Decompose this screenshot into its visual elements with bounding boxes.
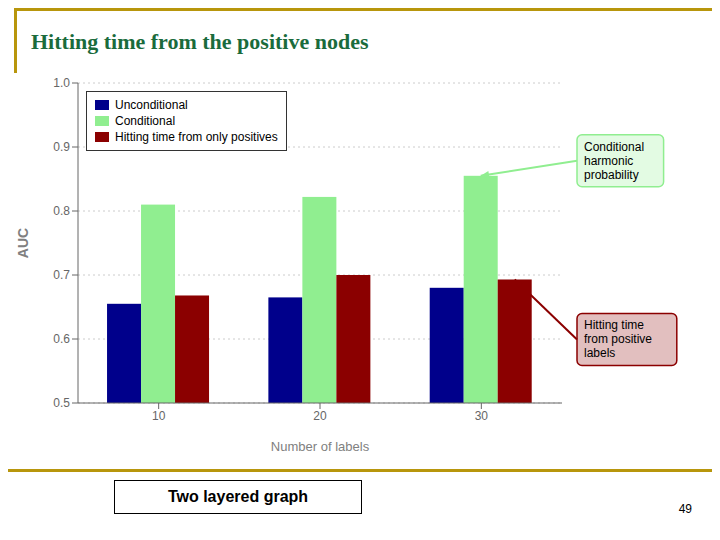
svg-text:30: 30 — [475, 409, 489, 423]
svg-text:0.8: 0.8 — [53, 204, 70, 218]
svg-text:10: 10 — [152, 409, 166, 423]
svg-text:0.9: 0.9 — [53, 140, 70, 154]
svg-text:Number of labels: Number of labels — [271, 439, 370, 454]
svg-text:AUC: AUC — [15, 228, 31, 258]
svg-text:20: 20 — [313, 409, 327, 423]
svg-text:Hitting timefrom positivelabel: Hitting timefrom positivelabels — [584, 318, 652, 360]
svg-text:0.5: 0.5 — [53, 396, 70, 410]
html-text:Conditional: Conditional — [115, 114, 175, 128]
svg-text:1.0: 1.0 — [53, 76, 70, 90]
html-text:49: 49 — [678, 502, 692, 516]
html-text:Two layered graph: Two layered graph — [167, 488, 309, 505]
html-text:Hitting time from only positiv: Hitting time from only positives — [115, 130, 278, 144]
svg-text:0.7: 0.7 — [53, 268, 70, 282]
html-text:Unconditional: Unconditional — [115, 98, 188, 112]
svg-text:Conditionalharmonicprobability: Conditionalharmonicprobability — [584, 140, 644, 182]
html-text:Hitting time from the positive: Hitting time from the positive nodes — [31, 29, 369, 54]
svg-text:0.6: 0.6 — [53, 332, 70, 346]
